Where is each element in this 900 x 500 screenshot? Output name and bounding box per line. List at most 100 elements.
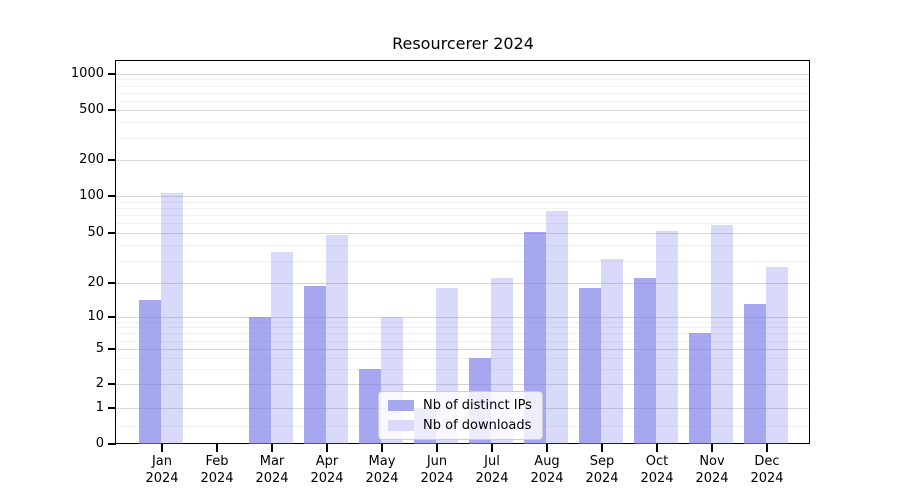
minor-gridline bbox=[116, 79, 809, 81]
x-tick-label-line: Jul bbox=[484, 454, 500, 469]
x-tick-label-line: 2024 bbox=[530, 471, 564, 486]
major-gridline-200 bbox=[116, 160, 809, 161]
y-tick-label-100: 100 bbox=[79, 188, 104, 203]
major-gridline-5 bbox=[116, 349, 809, 350]
x-tick-mark-nov bbox=[711, 444, 713, 452]
x-tick-mark-aug bbox=[546, 444, 548, 452]
minor-gridline bbox=[116, 223, 809, 225]
bar-distinct-ips-may bbox=[359, 368, 381, 444]
minor-gridline bbox=[116, 215, 809, 217]
y-tick-mark-100 bbox=[108, 195, 116, 197]
y-tick-mark-10 bbox=[108, 316, 116, 318]
y-tick-label-200: 200 bbox=[79, 152, 104, 167]
x-tick-label-line: 2024 bbox=[420, 471, 454, 486]
bar-distinct-ips-oct bbox=[634, 277, 656, 444]
x-tick-label-line: Jan bbox=[151, 454, 173, 469]
bar-downloads-sep bbox=[601, 259, 623, 444]
x-tick-label-line: 2024 bbox=[145, 471, 179, 486]
major-gridline-2 bbox=[116, 384, 809, 385]
minor-gridline bbox=[116, 333, 809, 335]
x-tick-mark-jan bbox=[161, 444, 163, 452]
x-tick-label-may: May 2024 bbox=[352, 453, 412, 487]
x-tick-label-line: 2024 bbox=[695, 471, 729, 486]
y-tick-label-5: 5 bbox=[95, 341, 104, 356]
bar-distinct-ips-aug bbox=[524, 231, 546, 444]
y-tick-label-10: 10 bbox=[87, 309, 104, 324]
legend: Nb of distinct IPs Nb of downloads bbox=[378, 391, 543, 440]
x-tick-label-nov: Nov 2024 bbox=[682, 453, 742, 487]
minor-gridline bbox=[116, 245, 809, 247]
legend-swatch-downloads bbox=[388, 420, 414, 431]
major-gridline-1000 bbox=[116, 74, 809, 75]
y-tick-mark-50 bbox=[108, 232, 116, 234]
x-tick-label-line: Jun bbox=[426, 454, 448, 469]
y-tick-mark-0 bbox=[108, 443, 116, 445]
bar-distinct-ips-apr bbox=[304, 285, 326, 444]
x-tick-label-line: 2024 bbox=[310, 471, 344, 486]
minor-gridline bbox=[116, 327, 809, 329]
chart-title: Resourcerer 2024 bbox=[392, 34, 534, 53]
minor-gridline bbox=[116, 100, 809, 102]
bar-distinct-ips-dec bbox=[744, 304, 766, 444]
minor-gridline bbox=[116, 92, 809, 94]
bar-distinct-ips-mar bbox=[249, 317, 271, 444]
y-tick-label-1: 1 bbox=[95, 400, 104, 415]
x-tick-label-line: 2024 bbox=[750, 471, 784, 486]
y-tick-mark-1000 bbox=[108, 73, 116, 75]
x-tick-label-line: 2024 bbox=[200, 471, 234, 486]
x-tick-label-sep: Sep 2024 bbox=[572, 453, 632, 487]
y-tick-mark-200 bbox=[108, 159, 116, 161]
plot-area: Nb of distinct IPs Nb of downloads bbox=[115, 60, 810, 444]
x-tick-mark-jun bbox=[436, 444, 438, 452]
bar-downloads-oct bbox=[656, 230, 678, 444]
x-tick-mark-feb bbox=[216, 444, 218, 452]
y-tick-mark-20 bbox=[108, 282, 116, 284]
x-tick-label-line: Feb bbox=[205, 454, 229, 469]
minor-gridline bbox=[116, 368, 809, 370]
x-tick-label-line: Dec bbox=[754, 454, 780, 469]
x-tick-label-apr: Apr 2024 bbox=[297, 453, 357, 487]
x-tick-label-line: Mar bbox=[259, 454, 285, 469]
x-tick-label-line: 2024 bbox=[255, 471, 289, 486]
bar-downloads-nov bbox=[711, 225, 733, 444]
bar-downloads-aug bbox=[546, 211, 568, 444]
x-tick-label-line: Nov bbox=[699, 454, 725, 469]
x-tick-label-line: 2024 bbox=[365, 471, 399, 486]
y-tick-mark-1 bbox=[108, 407, 116, 409]
x-tick-label-jun: Jun 2024 bbox=[407, 453, 467, 487]
legend-item-downloads: Nb of downloads bbox=[388, 418, 532, 433]
legend-item-distinct-ips: Nb of distinct IPs bbox=[388, 398, 532, 413]
y-tick-label-20: 20 bbox=[87, 275, 104, 290]
x-tick-mark-jul bbox=[491, 444, 493, 452]
x-tick-label-line: Apr bbox=[315, 454, 339, 469]
legend-label-distinct-ips: Nb of distinct IPs bbox=[423, 398, 532, 413]
x-tick-label-line: 2024 bbox=[585, 471, 619, 486]
bar-downloads-mar bbox=[271, 252, 293, 444]
minor-gridline bbox=[116, 260, 809, 262]
minor-gridline bbox=[116, 340, 809, 342]
major-gridline-100 bbox=[116, 196, 809, 197]
legend-label-downloads: Nb of downloads bbox=[423, 418, 532, 433]
x-tick-label-line: Oct bbox=[645, 454, 669, 469]
minor-gridline bbox=[116, 137, 809, 139]
x-tick-mark-apr bbox=[326, 444, 328, 452]
x-tick-mark-sep bbox=[601, 444, 603, 452]
y-tick-label-50: 50 bbox=[87, 225, 104, 240]
x-tick-mark-mar bbox=[271, 444, 273, 452]
bar-downloads-apr bbox=[326, 235, 348, 444]
bar-downloads-jan bbox=[161, 193, 183, 444]
minor-gridline bbox=[116, 207, 809, 209]
x-tick-label-line: Sep bbox=[589, 454, 615, 469]
y-tick-label-0: 0 bbox=[95, 436, 104, 451]
bar-distinct-ips-sep bbox=[579, 288, 601, 444]
x-tick-label-line: May bbox=[368, 454, 396, 469]
y-tick-label-2: 2 bbox=[95, 376, 104, 391]
major-gridline-500 bbox=[116, 110, 809, 111]
x-tick-label-dec: Dec 2024 bbox=[737, 453, 797, 487]
y-tick-mark-500 bbox=[108, 109, 116, 111]
bar-distinct-ips-nov bbox=[689, 333, 711, 444]
legend-swatch-distinct-ips bbox=[388, 400, 414, 411]
major-gridline-50 bbox=[116, 233, 809, 234]
x-tick-label-line: Aug bbox=[534, 454, 560, 469]
x-tick-label-feb: Feb 2024 bbox=[187, 453, 247, 487]
